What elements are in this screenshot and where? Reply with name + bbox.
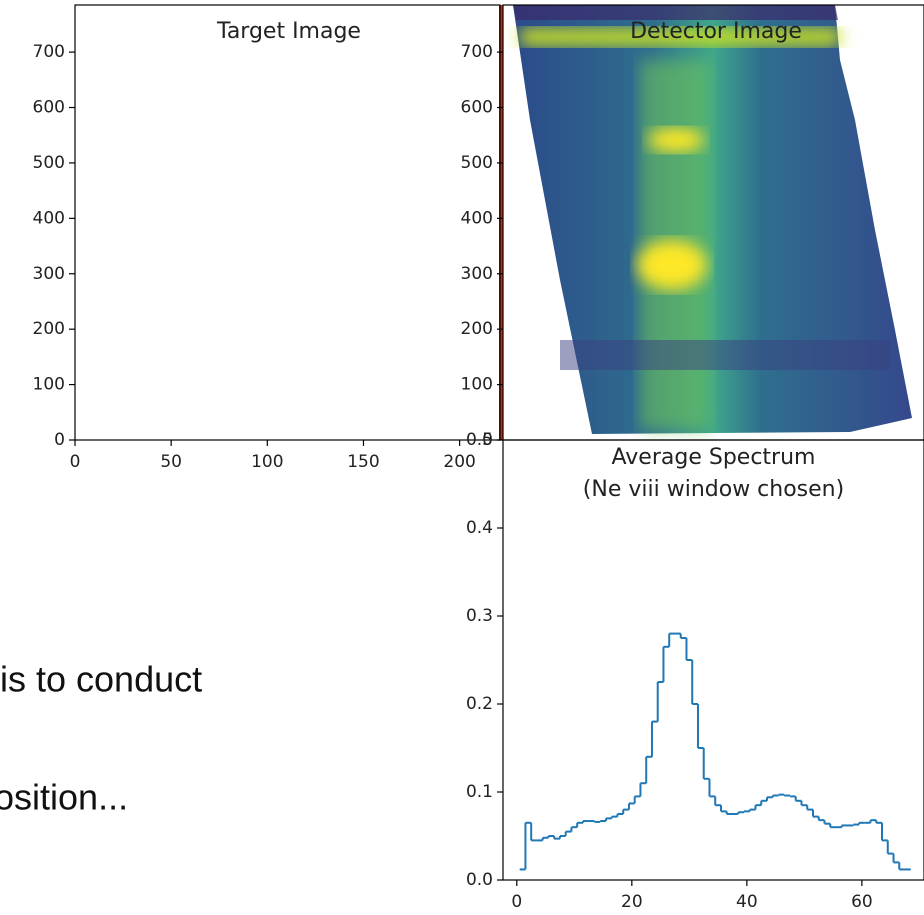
y-tick-label: 300 <box>461 264 493 284</box>
y-tick-label: 600 <box>461 98 493 118</box>
y-tick-label: 400 <box>461 208 493 228</box>
y-tick-label: 200 <box>33 319 65 339</box>
chart-title: Target Image <box>216 19 361 44</box>
x-tick-label: 100 <box>251 452 283 472</box>
x-tick-label: 150 <box>347 452 379 472</box>
y-tick-label: 500 <box>461 153 493 173</box>
detector-image <box>513 5 912 434</box>
chart-title: (Ne viii window chosen) <box>583 477 844 502</box>
x-tick-label: 40 <box>736 892 758 912</box>
y-tick-label: 0.0 <box>466 870 493 890</box>
y-tick-label: 0 <box>482 430 493 450</box>
x-tick-label: 60 <box>851 892 873 912</box>
y-tick-label: 700 <box>461 42 493 62</box>
y-tick-label: 0.2 <box>466 694 493 714</box>
y-tick-label: 0 <box>54 430 65 450</box>
axes-frame <box>502 439 924 881</box>
x-tick-label: 50 <box>160 452 182 472</box>
chart-title: Detector Image <box>630 19 802 44</box>
y-tick-label: 300 <box>33 264 65 284</box>
y-tick-label: 400 <box>33 208 65 228</box>
x-tick-label: 20 <box>621 892 643 912</box>
y-tick-label: 0.4 <box>466 518 493 538</box>
slide-text: osition... <box>0 777 128 818</box>
y-tick-label: 100 <box>461 375 493 395</box>
x-tick-label: 0 <box>70 452 81 472</box>
y-tick-label: 600 <box>33 98 65 118</box>
spectrum-bg <box>440 440 924 915</box>
y-tick-label: 100 <box>33 375 65 395</box>
chart-title: Average Spectrum <box>612 445 816 470</box>
y-tick-label: 200 <box>461 319 493 339</box>
x-tick-label: 0 <box>511 892 522 912</box>
slide-text: is to conduct <box>0 659 202 700</box>
y-tick-label: 500 <box>33 153 65 173</box>
axes-frame <box>74 4 501 441</box>
y-tick-label: 0.1 <box>466 782 493 802</box>
y-tick-label: 700 <box>33 42 65 62</box>
y-tick-label: 0.3 <box>466 606 493 626</box>
y-tick-label: 0.5 <box>466 430 493 450</box>
x-tick-label: 200 <box>443 452 475 472</box>
